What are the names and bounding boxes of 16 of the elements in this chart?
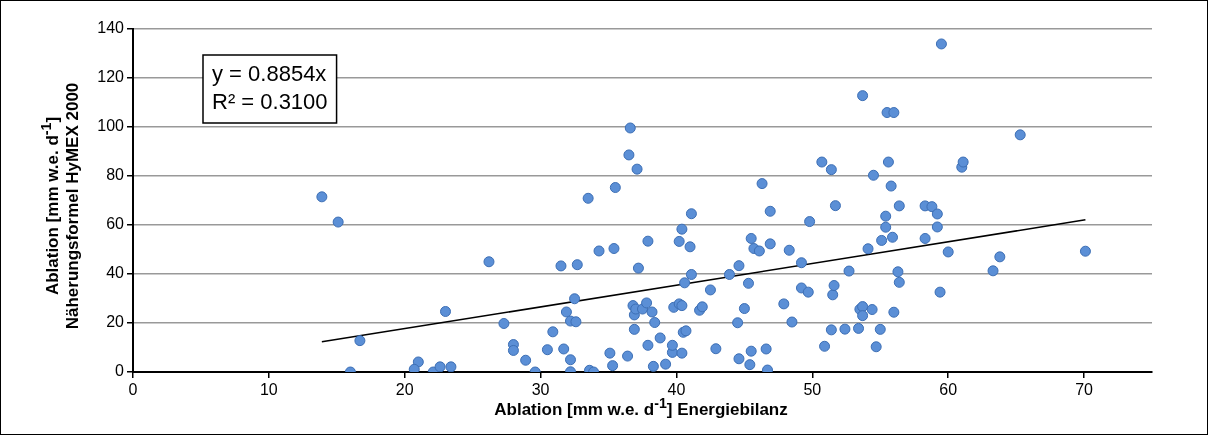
x-tick-label: 70: [1075, 381, 1094, 399]
x-tick-label: 20: [395, 381, 414, 399]
x-tick-label: 60: [939, 381, 958, 399]
annotation: y = 0.8854x: [212, 61, 327, 87]
x-tick-label: 50: [803, 381, 822, 399]
annotation: R² = 0.3100: [212, 89, 328, 115]
y-tick-label: 40: [106, 264, 125, 282]
y-tick-label: 0: [115, 362, 125, 380]
y-tick-label: 140: [97, 19, 125, 37]
y-tick-label: 80: [106, 166, 125, 184]
y-tick-label: 120: [97, 68, 125, 86]
x-tick-label: 10: [259, 381, 278, 399]
x-tick-label: 0: [128, 381, 138, 399]
y-tick-label: 60: [106, 215, 125, 233]
y-tick-label: 100: [97, 117, 125, 135]
y-tick-label: 20: [106, 313, 125, 331]
